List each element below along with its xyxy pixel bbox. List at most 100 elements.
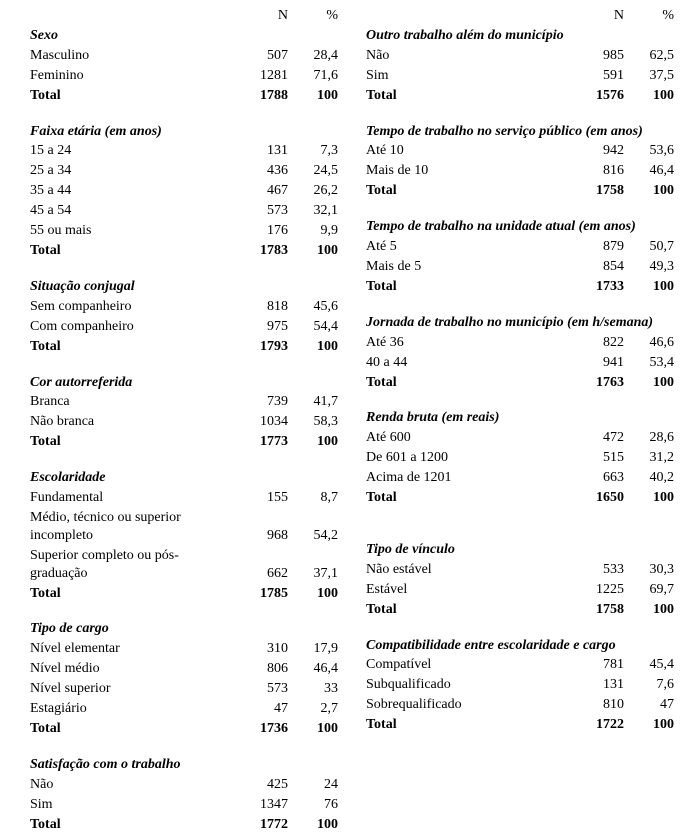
row-n: 818 bbox=[230, 297, 290, 317]
total-n: 1783 bbox=[230, 241, 290, 261]
total-label: Total bbox=[28, 584, 230, 604]
row-n: 436 bbox=[230, 161, 290, 181]
row-n: 1281 bbox=[230, 66, 290, 86]
table-row: Não branca103458,3 bbox=[28, 412, 340, 432]
section-title-row: Tipo de cargo bbox=[28, 619, 340, 639]
total-row: Total1763100 bbox=[364, 373, 676, 393]
row-pct: 28,6 bbox=[626, 428, 676, 448]
row-n: 941 bbox=[566, 353, 626, 373]
row-label: Subqualificado bbox=[364, 675, 566, 695]
section-title-row: Tempo de trabalho no serviço público (em… bbox=[364, 122, 676, 142]
total-n: 1788 bbox=[230, 86, 290, 106]
table-row: Subqualificado1317,6 bbox=[364, 675, 676, 695]
row-pct: 53,4 bbox=[626, 353, 676, 373]
total-n: 1650 bbox=[566, 488, 626, 508]
section-title: Outro trabalho além do município bbox=[364, 26, 676, 46]
total-label: Total bbox=[364, 373, 566, 393]
section-title-row: Compatibilidade entre escolaridade e car… bbox=[364, 636, 676, 656]
row-label: Superior completo ou pós-graduação bbox=[28, 546, 230, 584]
total-row: Total1722100 bbox=[364, 715, 676, 735]
row-pct: 69,7 bbox=[626, 580, 676, 600]
row-label: Até 10 bbox=[364, 141, 566, 161]
row-label: Até 36 bbox=[364, 333, 566, 353]
row-label: Médio, técnico ou superior incompleto bbox=[28, 508, 230, 546]
row-label: Nível elementar bbox=[28, 639, 230, 659]
table-row: Até 3682246,6 bbox=[364, 333, 676, 353]
total-row: Total1793100 bbox=[28, 337, 340, 357]
table-row: Até 1094253,6 bbox=[364, 141, 676, 161]
table-row: 55 ou mais1769,9 bbox=[28, 221, 340, 241]
table-row: Não98562,5 bbox=[364, 46, 676, 66]
row-n: 176 bbox=[230, 221, 290, 241]
table-row: Nível médio80646,4 bbox=[28, 659, 340, 679]
right-header-row: N % bbox=[364, 6, 676, 26]
header-n: N bbox=[566, 6, 626, 26]
section-title: Faixa etária (em anos) bbox=[28, 122, 340, 142]
table-row: Superior completo ou pós-graduação66237,… bbox=[28, 546, 340, 584]
spacer-row bbox=[28, 106, 340, 122]
section-title: Renda bruta (em reais) bbox=[364, 408, 676, 428]
table-row: 35 a 4446726,2 bbox=[28, 181, 340, 201]
row-pct: 45,6 bbox=[290, 297, 340, 317]
row-pct: 49,3 bbox=[626, 257, 676, 277]
total-row: Total1783100 bbox=[28, 241, 340, 261]
row-label: Com companheiro bbox=[28, 317, 230, 337]
table-row: Não estável53330,3 bbox=[364, 560, 676, 580]
row-label: Compatível bbox=[364, 655, 566, 675]
row-label: Feminino bbox=[28, 66, 230, 86]
row-label: Sim bbox=[28, 795, 230, 815]
row-n: 975 bbox=[230, 317, 290, 337]
total-row: Total1772100 bbox=[28, 815, 340, 835]
table-row: Estagiário472,7 bbox=[28, 699, 340, 719]
row-n: 816 bbox=[566, 161, 626, 181]
row-label: 35 a 44 bbox=[28, 181, 230, 201]
row-n: 425 bbox=[230, 775, 290, 795]
row-n: 131 bbox=[566, 675, 626, 695]
row-pct: 9,9 bbox=[290, 221, 340, 241]
row-n: 942 bbox=[566, 141, 626, 161]
row-pct: 2,7 bbox=[290, 699, 340, 719]
section-title-row: Escolaridade bbox=[28, 468, 340, 488]
spacer-row bbox=[28, 603, 340, 619]
table-row: Acima de 120166340,2 bbox=[364, 468, 676, 488]
table-row: Masculino50728,4 bbox=[28, 46, 340, 66]
row-n: 507 bbox=[230, 46, 290, 66]
right-column: N % Outro trabalho além do municípioNão9… bbox=[364, 6, 676, 835]
table-row: 45 a 5457332,1 bbox=[28, 201, 340, 221]
header-pct: % bbox=[290, 6, 340, 26]
table-row: Nível elementar31017,9 bbox=[28, 639, 340, 659]
table-row: Mais de 1081646,4 bbox=[364, 161, 676, 181]
table-row: 15 a 241317,3 bbox=[28, 141, 340, 161]
row-pct: 62,5 bbox=[626, 46, 676, 66]
row-label: Acima de 1201 bbox=[364, 468, 566, 488]
row-n: 1225 bbox=[566, 580, 626, 600]
row-pct: 54,2 bbox=[290, 508, 340, 546]
row-label: Masculino bbox=[28, 46, 230, 66]
row-pct: 24,5 bbox=[290, 161, 340, 181]
total-label: Total bbox=[364, 600, 566, 620]
total-n: 1722 bbox=[566, 715, 626, 735]
row-n: 810 bbox=[566, 695, 626, 715]
spacer-row bbox=[28, 739, 340, 755]
table-row: Estável122569,7 bbox=[364, 580, 676, 600]
total-label: Total bbox=[28, 241, 230, 261]
row-pct: 50,7 bbox=[626, 237, 676, 257]
spacer-row bbox=[364, 106, 676, 122]
row-pct: 45,4 bbox=[626, 655, 676, 675]
row-label: De 601 a 1200 bbox=[364, 448, 566, 468]
spacer-row bbox=[28, 357, 340, 373]
row-pct: 54,4 bbox=[290, 317, 340, 337]
row-n: 806 bbox=[230, 659, 290, 679]
total-label: Total bbox=[28, 337, 230, 357]
table-row: 40 a 4494153,4 bbox=[364, 353, 676, 373]
row-n: 131 bbox=[230, 141, 290, 161]
row-pct: 47 bbox=[626, 695, 676, 715]
section-title-row: Faixa etária (em anos) bbox=[28, 122, 340, 142]
row-n: 663 bbox=[566, 468, 626, 488]
section-title: Tipo de vínculo bbox=[364, 540, 676, 560]
section-title-row: Outro trabalho além do município bbox=[364, 26, 676, 46]
row-n: 985 bbox=[566, 46, 626, 66]
total-pct: 100 bbox=[290, 584, 340, 604]
row-pct: 31,2 bbox=[626, 448, 676, 468]
row-pct: 26,2 bbox=[290, 181, 340, 201]
